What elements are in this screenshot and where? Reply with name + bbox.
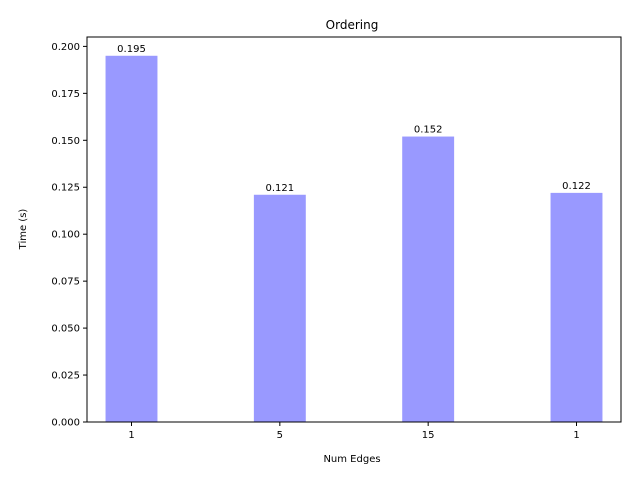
y-tick-label-8: 0.200 <box>51 42 80 53</box>
bar-0 <box>105 55 158 422</box>
x-tick-label-3: 1 <box>573 430 579 441</box>
plot-frame <box>86 36 622 423</box>
bar-2 <box>402 136 455 422</box>
bar-3 <box>550 192 603 422</box>
x-axis: 1 5 15 1 <box>128 422 580 441</box>
x-tick-label-1: 5 <box>277 430 283 441</box>
y-tick-label-2: 0.050 <box>51 324 80 335</box>
data-labels-group: 0.195 0.121 0.152 0.122 <box>117 44 591 194</box>
y-tick-label-7: 0.175 <box>51 89 80 100</box>
y-tick-label-3: 0.075 <box>51 277 80 288</box>
bar-value-label-2: 0.152 <box>414 125 443 136</box>
y-tick-label-5: 0.125 <box>51 183 80 194</box>
x-axis-label: Num Edges <box>323 454 380 465</box>
x-tick-label-0: 1 <box>128 430 134 441</box>
bars-group <box>105 55 603 422</box>
y-tick-label-1: 0.025 <box>51 371 80 382</box>
y-tick-label-4: 0.100 <box>51 230 80 241</box>
y-axis: 0.000 0.025 0.050 0.075 0.100 0.125 0.150 0.175… <box>51 42 87 429</box>
y-axis-label: Time (s) <box>18 209 29 251</box>
bar-value-label-0: 0.195 <box>117 44 146 55</box>
y-tick-label-6: 0.150 <box>51 136 80 147</box>
chart-title: Ordering <box>326 18 379 32</box>
x-tick-label-2: 15 <box>422 430 435 441</box>
bar-value-label-1: 0.121 <box>266 183 295 194</box>
bar-value-label-3: 0.122 <box>562 181 591 192</box>
bar-1 <box>253 194 306 422</box>
y-tick-label-0: 0.000 <box>51 418 80 429</box>
